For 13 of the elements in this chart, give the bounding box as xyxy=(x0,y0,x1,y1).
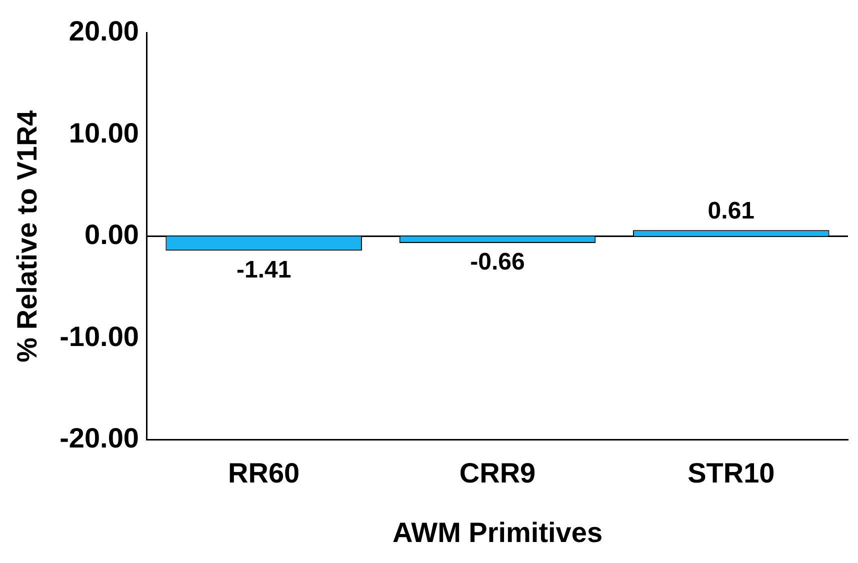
y-tick-label: -10.00 xyxy=(60,320,139,352)
data-label: -0.66 xyxy=(470,248,525,276)
x-tick-label: STR10 xyxy=(688,457,775,488)
x-tick-label: RR60 xyxy=(228,457,300,488)
y-tick-label: 20.00 xyxy=(68,16,139,47)
x-axis-title: AWM Primitives xyxy=(392,516,603,548)
data-label: 0.61 xyxy=(708,198,755,225)
y-axis-title: % Relative to V1R4 xyxy=(12,110,43,362)
y-tick-label: 10.00 xyxy=(68,117,139,148)
x-tick-label: CRR9 xyxy=(459,457,536,488)
y-tick-label: -20.00 xyxy=(60,422,139,454)
data-label: -1.41 xyxy=(236,256,292,284)
y-tick-label: 0.00 xyxy=(84,219,139,250)
